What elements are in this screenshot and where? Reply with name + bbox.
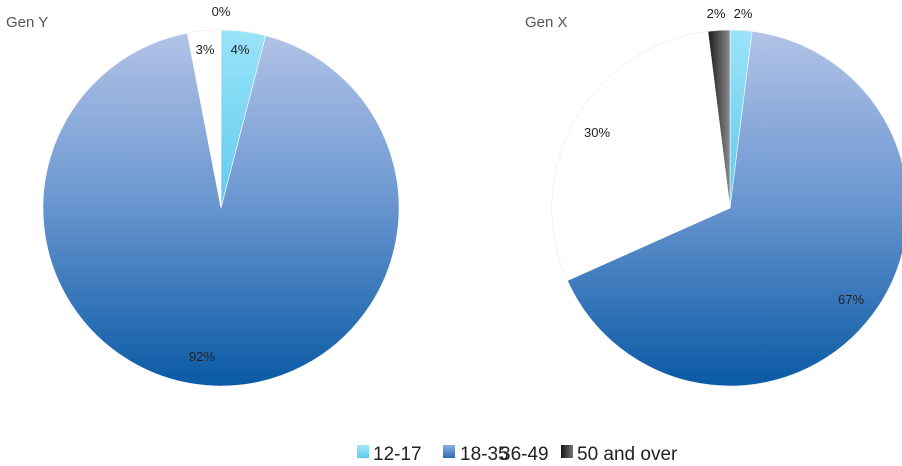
pie-slice-18-35 (567, 31, 902, 387)
legend: 12-17 18-35 36-49 50 and over (357, 444, 678, 465)
legend-swatch-50-and-over (561, 445, 573, 458)
pie-slice-36-49 (187, 30, 221, 208)
pie-slice-50-and-over (707, 29, 731, 209)
data-label-gen-x-36-49: 30% (584, 125, 610, 140)
chart-title-gen-x: Gen X (525, 14, 568, 31)
data-label-gen-y-50-and-over: 0% (212, 4, 231, 19)
data-label-gen-y-18-35: 92% (189, 349, 215, 364)
data-label-gen-x-12-17: 2% (734, 6, 753, 21)
legend-label-18-35: 18-35 (460, 444, 509, 465)
data-label-gen-x-18-35: 67% (838, 292, 864, 307)
legend-swatch-18-35 (443, 445, 455, 458)
legend-swatch-36-49 (533, 445, 545, 458)
pie-gen-y (42, 29, 400, 387)
legend-label-50-and-over: 50 and over (577, 444, 678, 465)
data-label-gen-x-50-and-over: 2% (707, 6, 726, 21)
legend-swatch-12-17 (357, 445, 369, 458)
pie-gen-x (551, 29, 902, 387)
pie-slice-36-49 (551, 31, 730, 281)
chart-title-gen-y: Gen Y (6, 14, 48, 31)
legend-label-36-49: 36-49 (500, 444, 549, 465)
data-label-gen-y-12-17: 4% (231, 42, 250, 57)
pie-slice-18-35 (42, 32, 400, 387)
data-label-gen-y-36-49: 3% (196, 42, 215, 57)
legend-label-12-17: 12-17 (373, 444, 422, 465)
